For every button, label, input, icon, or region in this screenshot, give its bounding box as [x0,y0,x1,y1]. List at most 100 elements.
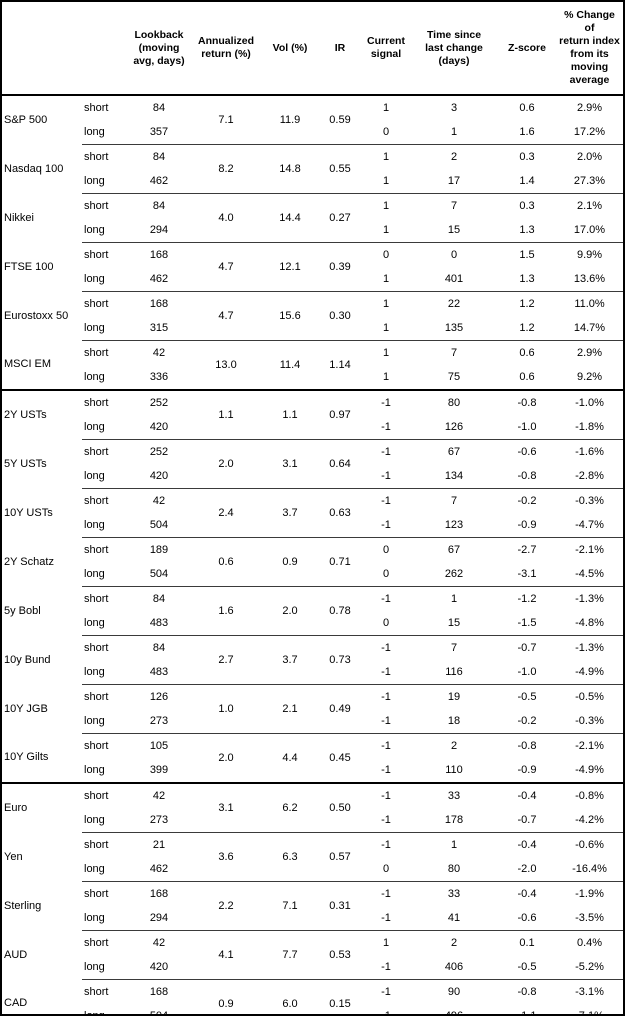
signal-cell: -1 [381,714,391,727]
signal-cell: 0 [382,567,390,580]
pct-change-cell: 9.9% [556,242,623,267]
signal-cell: -1 [381,420,391,433]
leg-cell: long [84,1009,105,1016]
time-since-cell: 123 [444,518,464,531]
vol-cell: 2.1 [262,684,318,734]
annualized-return-cell: 4.7 [190,291,262,341]
z-score-cell: -1.0 [517,420,537,433]
z-score-cell: -0.4 [498,832,556,857]
table-row: Nasdaq 100 short 84 8.2 14.8 0.55 1 2 0.3 2.0% [2,144,623,194]
table-row: long 504 0 262 -3.1 -4.5% [2,562,623,587]
header-pct-change: % Change of return index from its moving… [556,2,623,96]
leg-cell: short [82,193,128,218]
time-since-cell: 17 [447,174,461,187]
asset-name-cell: 10Y Gilts [4,751,49,764]
lookback-cell: 168 [128,881,190,906]
time-since-cell: 7 [410,340,498,365]
ir-cell: 0.64 [318,439,362,489]
vol-cell: 6.0 [262,979,318,1014]
lookback-cell: 168 [128,979,190,1004]
ir-cell: 0.27 [318,193,362,243]
signal-cell: -1 [362,635,410,660]
time-since-cell: 80 [410,389,498,415]
asset-group: Sterling short 168 2.2 7.1 0.31 -1 33 -0.4 -1.9% l… [2,881,623,931]
annualized-return-cell: 2.0 [190,439,262,489]
leg-cell: short [82,684,128,709]
signal-cell: -1 [381,911,391,924]
lookback-cell: 420 [149,960,169,973]
pct-change-cell: 13.6% [573,272,606,285]
lookback-cell: 462 [149,272,169,285]
z-score-cell: 1.4 [519,174,535,187]
leg-cell: long [84,960,105,973]
pct-change-cell: 27.3% [573,174,606,187]
table-row: Eurostoxx 50 short 168 4.7 15.6 0.30 1 22 1.2 11.… [2,291,623,341]
z-score-cell: -0.2 [498,488,556,513]
z-score-cell: -2.0 [517,862,537,875]
leg-cell: long [84,272,105,285]
lookback-cell: 420 [149,420,169,433]
pct-change-cell: -4.7% [575,518,604,531]
z-score-cell: -0.8 [498,389,556,415]
asset-name-cell: FTSE 100 [4,260,54,273]
pct-change-cell: -4.9% [575,665,604,678]
table-row: long 504 -1 496 -1.1 -7.1% [2,1004,623,1016]
vol-cell: 12.1 [262,242,318,292]
vol-cell: 3.7 [262,488,318,538]
pct-change-cell: -1.9% [556,881,623,906]
time-since-cell: 80 [447,862,461,875]
annualized-return-cell: 1.0 [190,684,262,734]
vol-cell: 7.1 [262,881,318,931]
signal-cell: -1 [362,782,410,808]
z-score-cell: -0.4 [498,881,556,906]
signal-cell: 1 [362,144,410,169]
annualized-return-cell: 4.0 [190,193,262,243]
signal-cell: -1 [381,960,391,973]
signal-cell: 1 [362,340,410,365]
ir-cell: 0.97 [318,389,362,440]
leg-cell: long [84,567,105,580]
asset-group: Eurostoxx 50 short 168 4.7 15.6 0.30 1 22 1.2 11.… [2,291,623,341]
z-score-cell: -1.0 [517,665,537,678]
asset-name-cell: 5y Bobl [4,604,41,617]
pct-change-cell: -0.5% [556,684,623,709]
vol-cell: 11.9 [262,94,318,145]
signal-cell: -1 [362,881,410,906]
time-since-cell: 67 [410,439,498,464]
table-row: S&P 500 short 84 7.1 11.9 0.59 1 3 0.6 2.9% [2,94,623,145]
table-row: long 420 -1 126 -1.0 -1.8% [2,415,623,440]
z-score-cell: -2.7 [498,537,556,562]
lookback-cell: 84 [128,94,190,120]
vol-cell: 2.0 [262,586,318,636]
vol-cell: 3.1 [262,439,318,489]
time-since-cell: 33 [410,881,498,906]
z-score-cell: -0.5 [517,960,537,973]
table-row: FTSE 100 short 168 4.7 12.1 0.39 0 0 1.5 9.9% [2,242,623,292]
z-score-cell: -1.2 [498,586,556,611]
ir-cell: 0.73 [318,635,362,685]
ir-cell: 0.31 [318,881,362,931]
signal-cell: -1 [381,665,391,678]
pct-change-cell: -0.3% [556,488,623,513]
leg-cell: short [82,340,128,365]
signal-cell: -1 [362,389,410,415]
leg-cell: long [84,714,105,727]
pct-change-cell: -4.8% [575,616,604,629]
signal-cell: -1 [362,586,410,611]
lookback-cell: 42 [128,782,190,808]
pct-change-cell: 2.0% [556,144,623,169]
pct-change-cell: -0.6% [556,832,623,857]
pct-change-cell: -3.5% [575,911,604,924]
table-row: long 273 -1 178 -0.7 -4.2% [2,808,623,833]
lookback-cell: 504 [149,518,169,531]
signal-cell: -1 [381,813,391,826]
lookback-cell: 315 [149,321,169,334]
pct-change-cell: -2.8% [575,469,604,482]
pct-change-cell: -1.3% [556,635,623,660]
signal-cell: -1 [362,832,410,857]
table-row: long 462 1 17 1.4 27.3% [2,169,623,194]
asset-group: CAD short 168 0.9 6.0 0.15 -1 90 -0.8 -3.1% long 50… [2,979,623,1016]
ir-cell: 0.49 [318,684,362,734]
table-row: 2Y Schatz short 189 0.6 0.9 0.71 0 67 -2.7 -2.1% [2,537,623,587]
